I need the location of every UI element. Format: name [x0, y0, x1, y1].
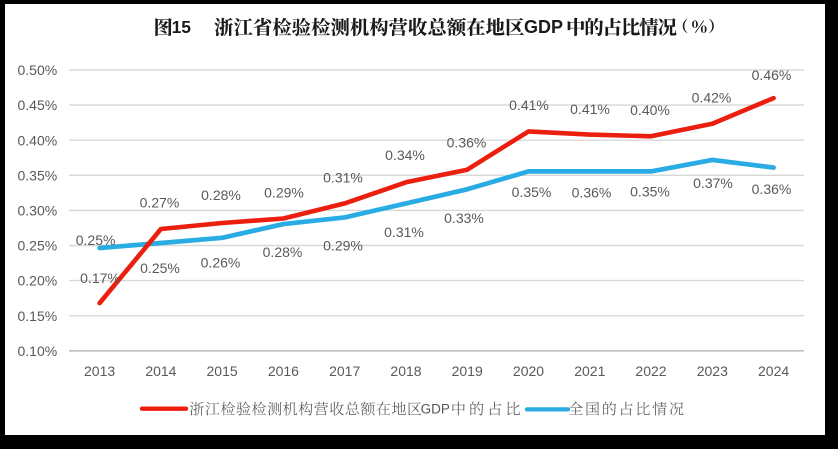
svg-text:0.36%: 0.36% — [447, 135, 487, 151]
svg-text:2015: 2015 — [207, 363, 238, 379]
svg-text:0.25%: 0.25% — [76, 232, 116, 248]
svg-text:2021: 2021 — [574, 363, 605, 379]
svg-text:0.26%: 0.26% — [201, 255, 241, 271]
svg-text:0.30%: 0.30% — [17, 203, 57, 219]
svg-text:0.25%: 0.25% — [140, 260, 180, 276]
svg-text:2020: 2020 — [513, 363, 544, 379]
svg-text:2016: 2016 — [268, 363, 299, 379]
svg-text:0.41%: 0.41% — [570, 101, 610, 117]
svg-text:0.25%: 0.25% — [17, 238, 57, 254]
svg-text:0.40%: 0.40% — [630, 102, 670, 118]
svg-text:2019: 2019 — [452, 363, 483, 379]
svg-text:0.42%: 0.42% — [692, 90, 732, 106]
svg-text:0.28%: 0.28% — [263, 244, 303, 260]
svg-text:0.36%: 0.36% — [752, 181, 792, 197]
svg-text:0.15%: 0.15% — [17, 308, 57, 324]
svg-text:0.40%: 0.40% — [17, 132, 57, 148]
svg-text:2018: 2018 — [390, 363, 421, 379]
svg-text:0.45%: 0.45% — [17, 97, 57, 113]
svg-text:2024: 2024 — [758, 363, 789, 379]
svg-text:0.33%: 0.33% — [444, 210, 484, 226]
svg-text:0.29%: 0.29% — [264, 185, 304, 201]
svg-text:0.50%: 0.50% — [17, 62, 57, 78]
svg-text:0.36%: 0.36% — [572, 185, 612, 201]
svg-text:0.41%: 0.41% — [509, 97, 549, 113]
svg-text:0.20%: 0.20% — [17, 273, 57, 289]
svg-text:2022: 2022 — [635, 363, 666, 379]
svg-text:0.29%: 0.29% — [323, 238, 363, 254]
svg-text:0.35%: 0.35% — [17, 167, 57, 183]
svg-text:0.28%: 0.28% — [201, 187, 241, 203]
svg-text:0.35%: 0.35% — [512, 184, 552, 200]
svg-text:2014: 2014 — [145, 363, 176, 379]
svg-text:0.10%: 0.10% — [17, 343, 57, 359]
svg-text:0.35%: 0.35% — [630, 184, 670, 200]
svg-text:0.31%: 0.31% — [384, 224, 424, 240]
svg-text:0.27%: 0.27% — [140, 195, 180, 211]
svg-text:GDP: GDP — [524, 17, 563, 37]
svg-text:0.46%: 0.46% — [752, 67, 792, 83]
svg-text:0.31%: 0.31% — [323, 170, 363, 186]
svg-text:0.37%: 0.37% — [693, 175, 733, 191]
svg-text:2017: 2017 — [329, 363, 360, 379]
svg-text:15: 15 — [172, 17, 192, 37]
svg-text:0.34%: 0.34% — [385, 147, 425, 163]
svg-text:2013: 2013 — [84, 363, 115, 379]
svg-text:0.17%: 0.17% — [80, 270, 120, 286]
svg-text:GDP: GDP — [421, 402, 450, 417]
svg-text:2023: 2023 — [697, 363, 728, 379]
